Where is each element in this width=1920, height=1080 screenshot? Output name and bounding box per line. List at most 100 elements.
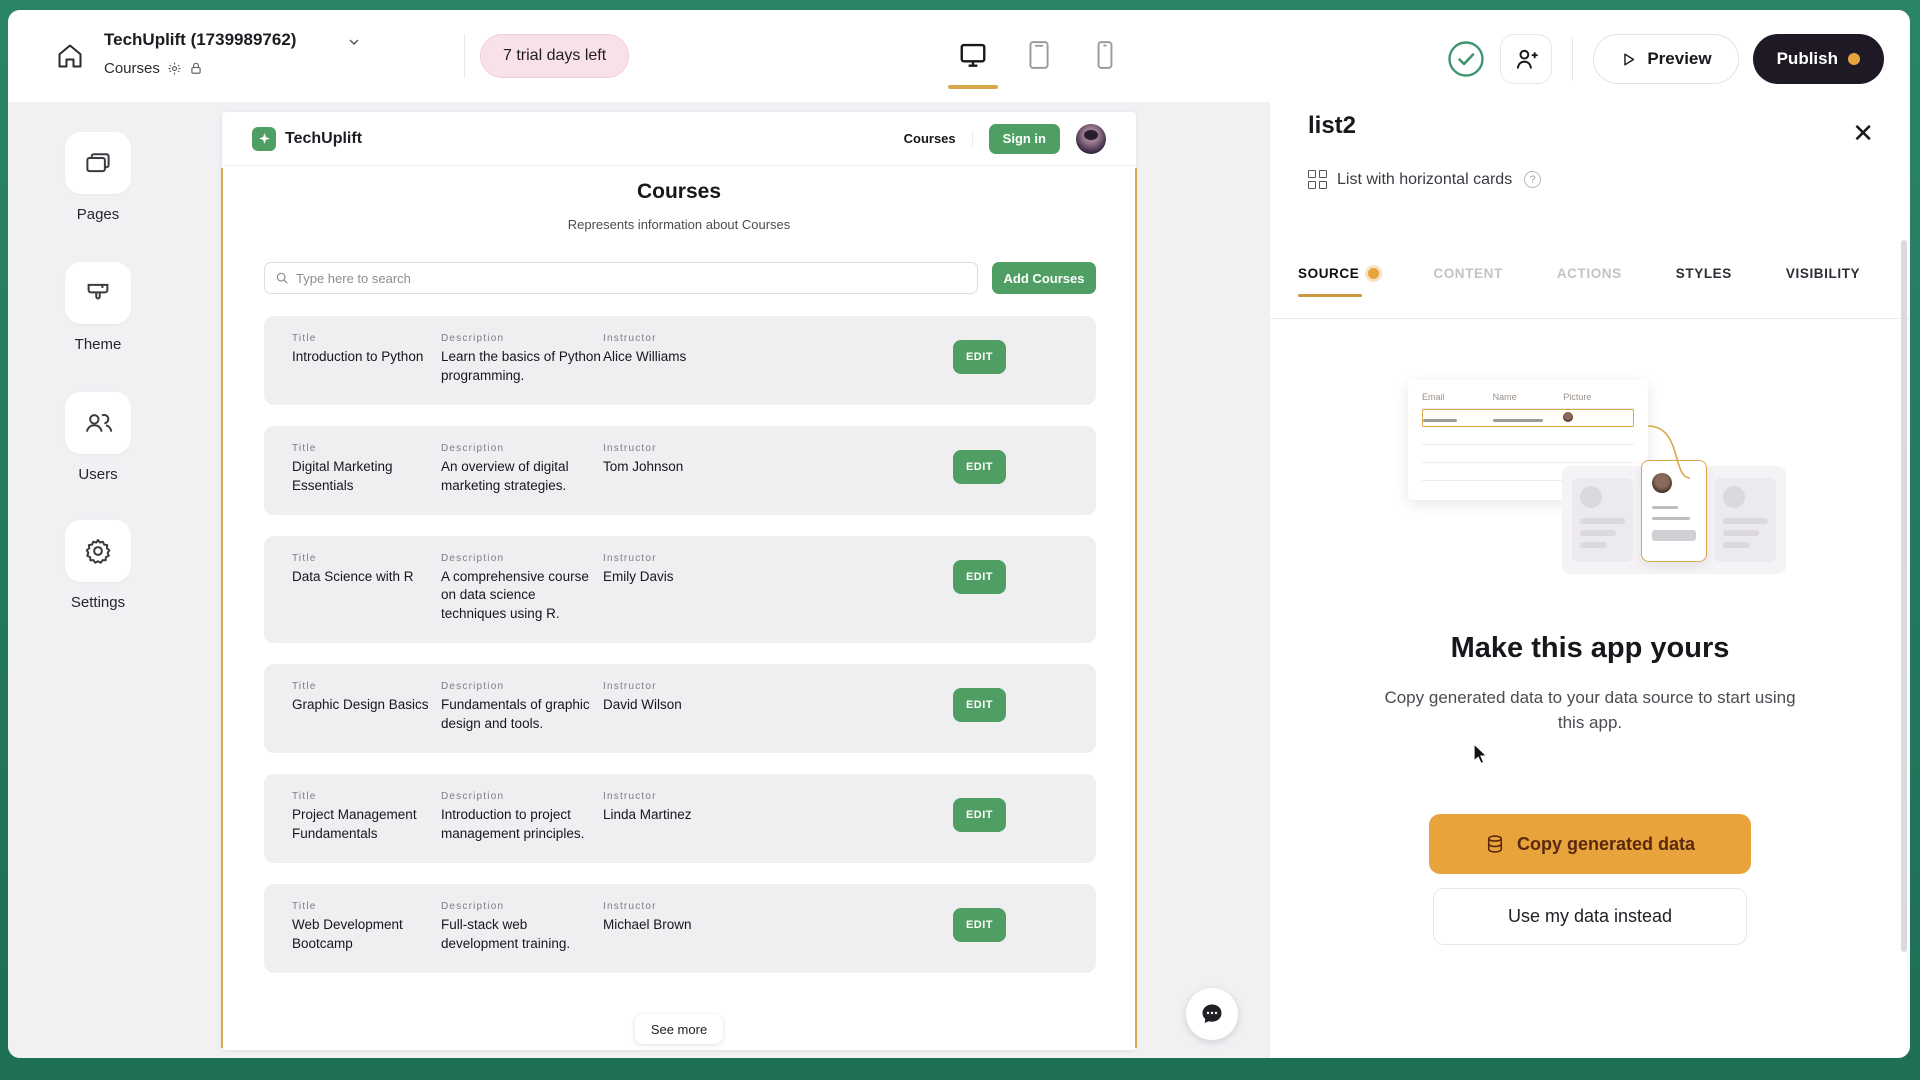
course-list: Title Introduction to Python Description… [264, 316, 1096, 994]
help-icon[interactable]: ? [1524, 171, 1542, 188]
inspector-tab[interactable]: STYLES [1676, 260, 1732, 297]
course-card[interactable]: Title Web Development Bootcamp Descripti… [264, 883, 1096, 973]
device-tablet-button[interactable] [1020, 34, 1058, 76]
topbar-actions: Preview Publish [1446, 34, 1884, 84]
device-phone-button[interactable] [1086, 34, 1124, 76]
course-title: Data Science with R [292, 568, 414, 584]
app-preview: TechUplift Courses Sign in Courses Repre… [221, 112, 1137, 1050]
app-builder-window: TechUplift (1739989762) Courses 7 trial … [8, 10, 1910, 1058]
edit-button[interactable]: EDIT [953, 449, 1006, 484]
app-brand-name: TechUplift [285, 129, 363, 147]
tabs-divider [1270, 318, 1910, 319]
trial-badge: 7 trial days left [480, 34, 630, 78]
course-card[interactable]: Title Digital Marketing Essentials Descr… [264, 425, 1096, 515]
field-label-title: Title [292, 552, 317, 564]
course-card[interactable]: Title Data Science with R Description A … [264, 535, 1096, 644]
sidebar-item-pages[interactable]: Pages [43, 132, 153, 223]
sidebar-item-users[interactable]: Users [43, 392, 153, 483]
inspector-tab[interactable]: ACTIONS [1557, 260, 1622, 297]
tab-label: ACTIONS [1556, 266, 1622, 281]
cards-graphic [1562, 460, 1786, 574]
course-description: A comprehensive course on data science t… [441, 568, 589, 622]
preview-button[interactable]: Preview [1593, 34, 1739, 84]
play-icon [1620, 51, 1637, 68]
field-label-title: Title [292, 791, 317, 803]
inspector-tab[interactable]: SOURCE [1298, 260, 1380, 297]
page-settings-gear-icon[interactable] [167, 61, 182, 76]
course-instructor: Michael Brown [603, 916, 692, 932]
edit-button[interactable]: EDIT [953, 798, 1006, 833]
field-label-description: Description [441, 552, 505, 564]
inspector-tabs: SOURCE CONTENT ACTIONS STYLES VISIBILITY [1298, 260, 1882, 297]
course-card[interactable]: Title Introduction to Python Description… [264, 316, 1096, 405]
course-description: Full-stack web development training. [441, 916, 571, 951]
copy-button-label: Copy generated data [1516, 833, 1696, 854]
left-sidebar: Pages Theme Users Settings [8, 102, 212, 1058]
breadcrumb-page-label[interactable]: Courses [104, 60, 160, 77]
course-card[interactable]: Title Graphic Design Basics Description … [264, 664, 1096, 754]
tab-alert-dot [1368, 268, 1380, 279]
course-title: Digital Marketing Essentials [292, 458, 393, 493]
field-label-description: Description [441, 900, 505, 912]
tab-label: VISIBILITY [1785, 266, 1861, 281]
app-brand: TechUplift [252, 126, 363, 151]
home-icon [56, 42, 84, 70]
see-more-button[interactable]: See more [634, 1014, 724, 1044]
inspector-tab[interactable]: CONTENT [1433, 260, 1502, 297]
inspector-tab[interactable]: VISIBILITY [1786, 260, 1860, 297]
signin-button[interactable]: Sign in [988, 123, 1060, 154]
component-type-row: List with horizontal cards ? [1308, 170, 1542, 189]
theme-icon [83, 278, 113, 308]
course-instructor: Alice Williams [603, 349, 687, 364]
course-instructor: David Wilson [603, 697, 682, 713]
user-avatar[interactable] [1076, 123, 1106, 154]
use-my-data-button[interactable]: Use my data instead [1433, 888, 1747, 945]
edit-button[interactable]: EDIT [953, 559, 1006, 594]
field-label-description: Description [441, 791, 505, 803]
tablet-icon [1026, 40, 1052, 70]
field-label-instructor: Instructor [603, 333, 657, 344]
edit-button[interactable]: EDIT [953, 340, 1006, 374]
chat-fab-button[interactable] [1186, 988, 1238, 1040]
illus-col-picture: Picture [1563, 392, 1592, 402]
field-label-title: Title [292, 333, 317, 344]
tab-label: CONTENT [1433, 266, 1503, 281]
data-source-illustration: Email Name Picture [1390, 374, 1790, 574]
sidebar-item-theme[interactable]: Theme [43, 262, 153, 353]
search-icon [275, 271, 289, 285]
saved-status-icon [1446, 39, 1486, 79]
collection-subtitle: Represents information about Courses [567, 217, 791, 232]
device-toggle [948, 34, 1124, 89]
copy-generated-data-button[interactable]: Copy generated data [1429, 814, 1751, 874]
edit-button[interactable]: EDIT [953, 688, 1006, 723]
publish-status-dot [1848, 53, 1860, 65]
home-button[interactable] [50, 36, 90, 76]
edit-button[interactable]: EDIT [953, 907, 1006, 942]
field-label-instructor: Instructor [603, 552, 657, 564]
invite-user-button[interactable] [1500, 34, 1553, 84]
selection-outline-left [221, 168, 223, 1048]
course-title: Graphic Design Basics [292, 697, 429, 713]
chevron-down-icon[interactable] [346, 34, 362, 50]
device-desktop-button[interactable] [948, 34, 998, 89]
search-input[interactable] [296, 270, 967, 286]
publish-button[interactable]: Publish [1752, 34, 1884, 84]
panel-scrollbar[interactable] [1901, 240, 1907, 952]
add-courses-button[interactable]: Add Courses [992, 262, 1096, 294]
panel-heading: Make this app yours [1450, 632, 1730, 664]
close-panel-icon[interactable]: ✕ [1852, 118, 1874, 148]
tab-label: SOURCE [1298, 266, 1360, 281]
sidebar-item-label: Pages [76, 206, 120, 223]
collection-title: Courses [636, 180, 722, 203]
project-name[interactable]: TechUplift (1739989762) [104, 30, 297, 49]
course-instructor: Tom Johnson [603, 458, 684, 474]
topbar-divider [464, 34, 465, 78]
highlighted-row [1422, 409, 1634, 427]
connector-line [1647, 425, 1691, 479]
sidebar-item-settings[interactable]: Settings [43, 520, 153, 611]
course-card[interactable]: Title Project Management Fundamentals De… [264, 774, 1096, 863]
app-nav-courses[interactable]: Courses [904, 131, 973, 146]
lock-icon[interactable] [189, 61, 203, 76]
panel-body-text: Copy generated data to your data source … [1384, 688, 1796, 732]
